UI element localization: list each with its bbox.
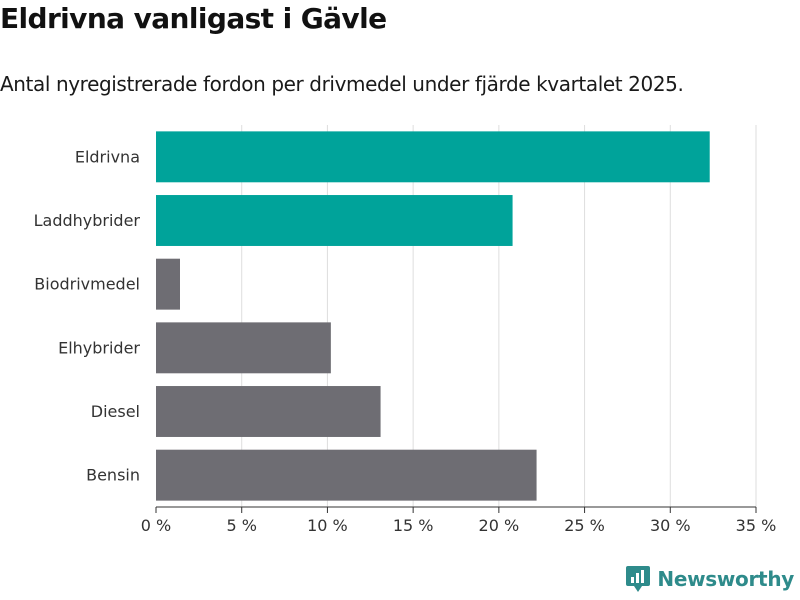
x-tick-label: 30 % <box>650 516 691 535</box>
bar-laddhybrider <box>156 195 513 246</box>
category-label: Eldrivna <box>75 147 140 166</box>
x-tick-label: 35 % <box>736 516 777 535</box>
x-tick-label: 0 % <box>141 516 171 535</box>
bar-elhybrider <box>156 322 331 374</box>
category-label: Laddhybrider <box>34 211 141 230</box>
category-label: Biodrivmedel <box>34 275 140 294</box>
category-label: Diesel <box>91 402 140 421</box>
x-tick-label: 10 % <box>307 516 348 535</box>
brand-logo: Newsworthy <box>625 564 794 594</box>
brand-name: Newsworthy <box>657 567 794 591</box>
chart-title: Eldrivna vanligast i Gävle <box>0 2 387 35</box>
x-tick-label: 20 % <box>479 516 520 535</box>
x-tick-label: 5 % <box>226 516 256 535</box>
bar-diesel <box>156 386 381 437</box>
bar-bensin <box>156 449 537 501</box>
bar-biodrivmedel <box>156 258 180 310</box>
chart-subtitle: Antal nyregistrerade fordon per drivmede… <box>0 72 684 96</box>
category-label: Bensin <box>86 466 140 485</box>
bar-eldrivna <box>156 131 710 183</box>
newsworthy-logo-icon <box>626 566 651 592</box>
bar-chart: Eldrivna Laddhybrider Biodrivmedel Elhybrid… <box>34 125 777 535</box>
x-tick-label: 15 % <box>393 516 434 535</box>
category-label: Elhybrider <box>58 338 140 357</box>
x-tick-label: 25 % <box>564 516 605 535</box>
